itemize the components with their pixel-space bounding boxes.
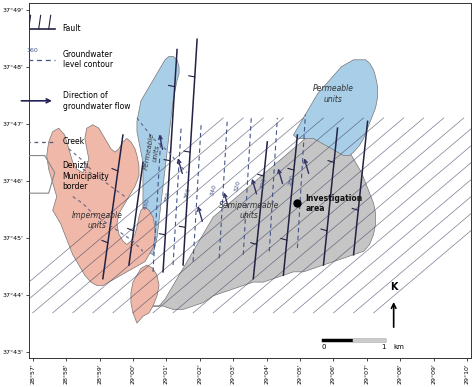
Text: Direction of
groundwater flow: Direction of groundwater flow xyxy=(63,91,130,111)
Polygon shape xyxy=(131,265,159,323)
Text: km: km xyxy=(394,344,404,350)
Text: 300: 300 xyxy=(259,176,267,189)
Text: 280: 280 xyxy=(288,173,295,186)
Text: Denizli
Municipality
border: Denizli Municipality border xyxy=(63,161,109,191)
Text: 360: 360 xyxy=(27,48,38,53)
Text: Semipermeable
units: Semipermeable units xyxy=(219,200,280,220)
Text: Investigation
area: Investigation area xyxy=(305,194,363,213)
Text: 360: 360 xyxy=(183,187,191,199)
Text: Groundwater
level contour: Groundwater level contour xyxy=(63,50,113,70)
Text: Permeable
units: Permeable units xyxy=(313,84,354,104)
Polygon shape xyxy=(153,128,375,310)
Polygon shape xyxy=(137,57,179,255)
Text: Fault: Fault xyxy=(63,24,82,34)
Polygon shape xyxy=(293,60,378,156)
Text: K: K xyxy=(390,283,397,292)
Polygon shape xyxy=(47,125,155,286)
Text: 380: 380 xyxy=(163,190,171,203)
Text: Creek: Creek xyxy=(63,137,85,146)
Text: 340: 340 xyxy=(209,183,217,196)
Text: 0: 0 xyxy=(321,344,326,350)
Text: 1: 1 xyxy=(382,344,386,350)
Text: Permeable
units: Permeable units xyxy=(143,132,163,172)
Text: Impermeable
units: Impermeable units xyxy=(72,211,122,230)
Text: 320: 320 xyxy=(233,180,241,193)
Text: 430: 430 xyxy=(143,197,151,210)
